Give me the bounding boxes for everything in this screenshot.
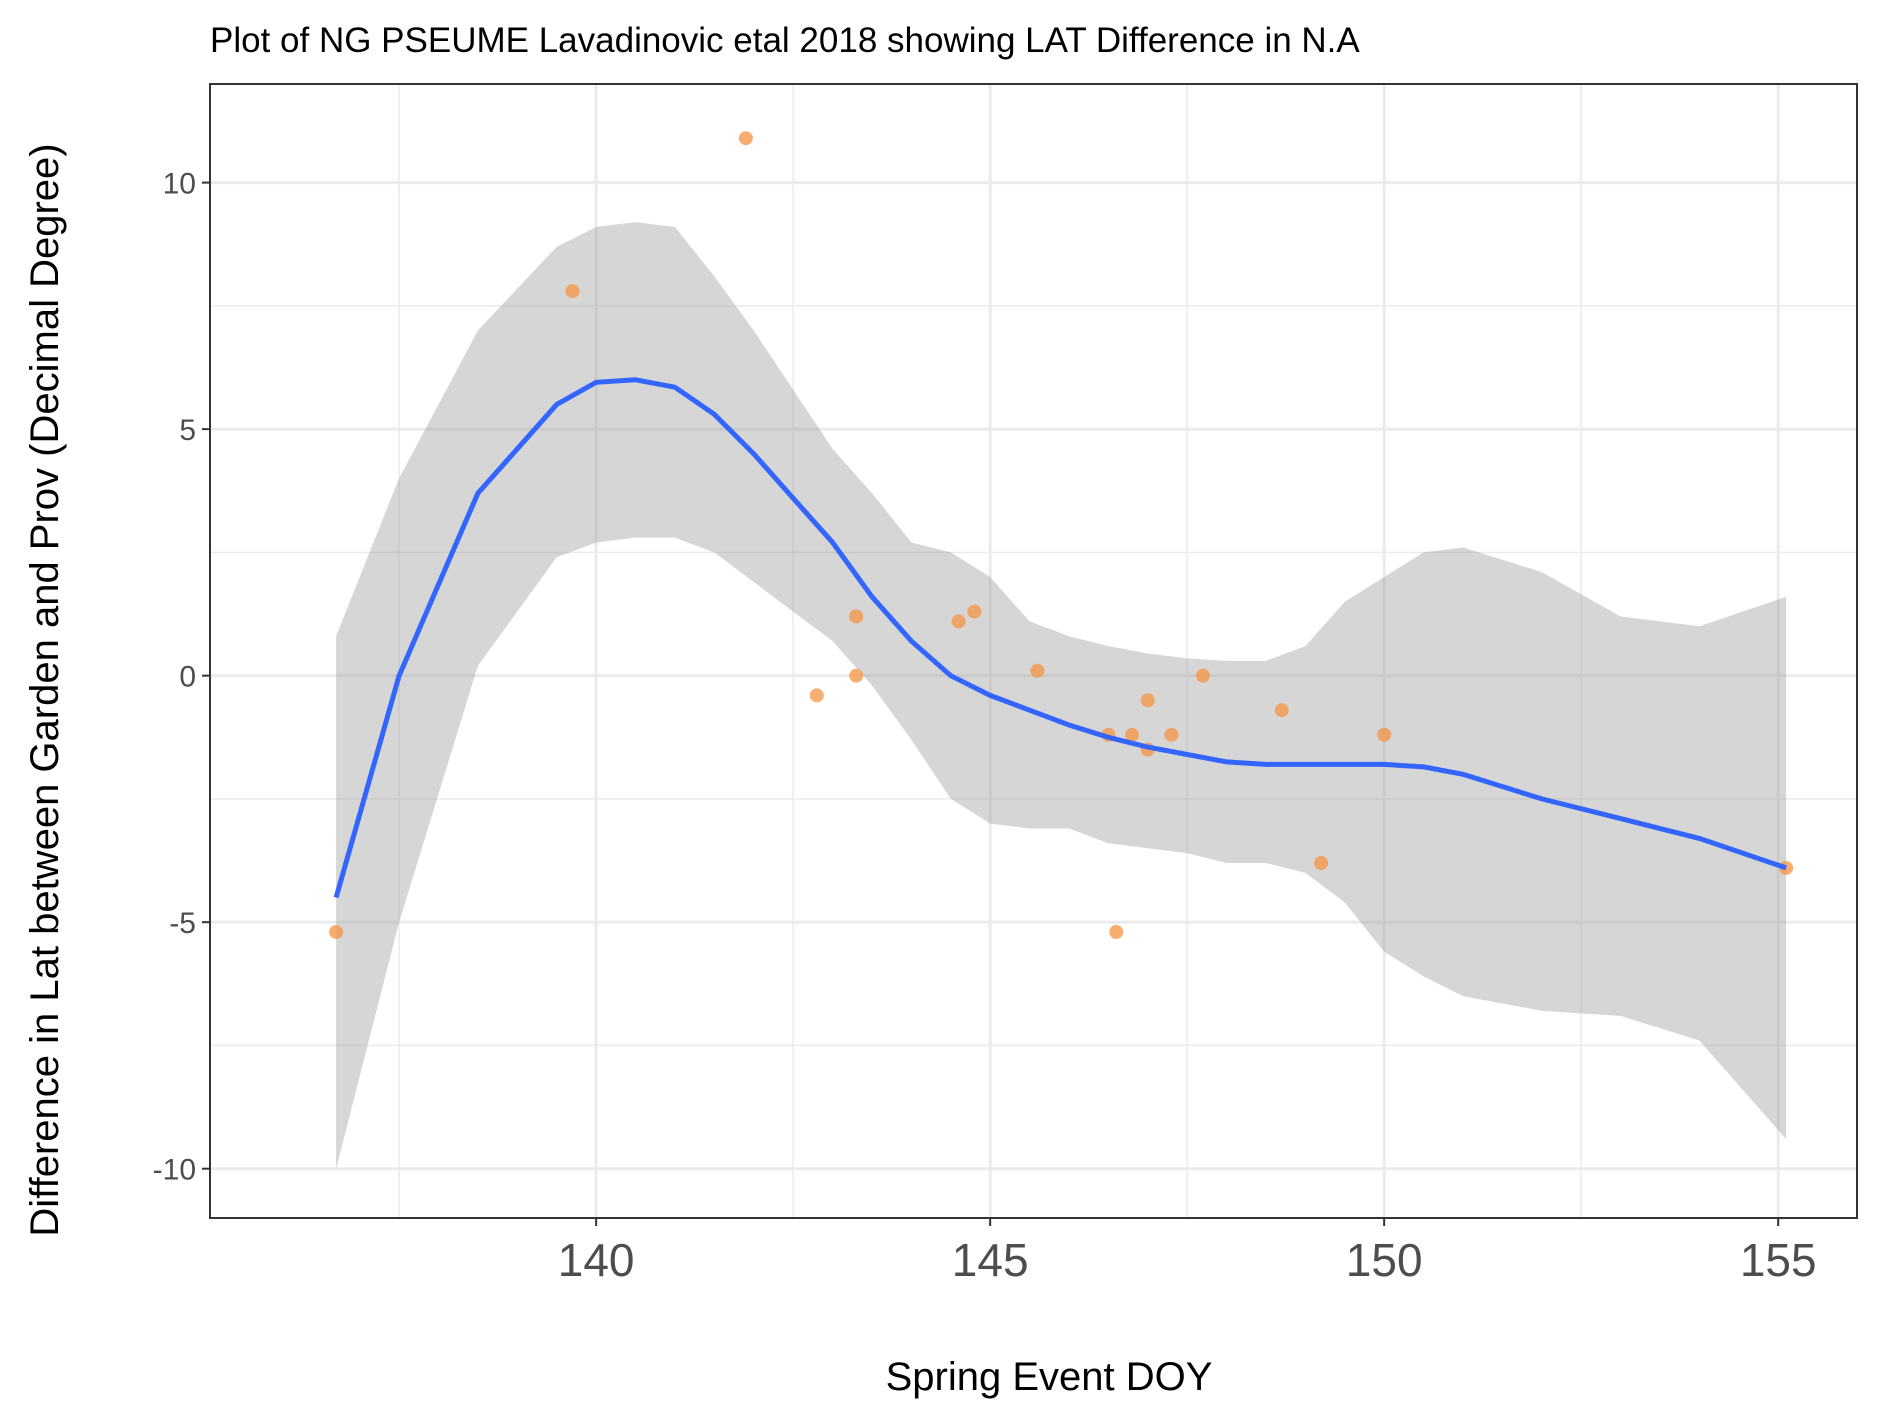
data-point xyxy=(565,284,580,299)
y-tick-label: 0 xyxy=(179,661,196,694)
y-tick-label: 5 xyxy=(179,414,196,447)
x-tick-label: 145 xyxy=(952,1234,1029,1286)
x-tick-label: 150 xyxy=(1346,1234,1423,1286)
data-point xyxy=(1140,693,1155,708)
data-point xyxy=(1030,663,1045,678)
smooth-line xyxy=(333,377,1787,899)
data-point xyxy=(849,668,864,683)
chart-title: Plot of NG PSEUME Lavadinovic etal 2018 … xyxy=(210,21,1360,60)
data-point xyxy=(967,604,982,619)
data-point xyxy=(1274,703,1289,718)
data-point xyxy=(951,614,966,629)
data-point xyxy=(809,688,824,703)
y-tick-label: 10 xyxy=(163,168,196,201)
data-point xyxy=(1109,925,1124,940)
data-point xyxy=(1377,727,1392,742)
y-tick-label: -5 xyxy=(169,907,196,940)
y-axis-title: Difference in Lat between Garden and Pro… xyxy=(23,143,67,1236)
y-axis-ticks: -10 -5 0 5 10 xyxy=(153,168,210,1187)
data-points xyxy=(329,131,1794,940)
y-tick-label: -10 xyxy=(153,1154,196,1187)
data-point xyxy=(738,131,753,146)
data-point xyxy=(1314,856,1329,871)
data-point xyxy=(1164,727,1179,742)
panel-border xyxy=(209,83,1858,1219)
data-point xyxy=(1125,727,1140,742)
confidence-ribbon xyxy=(336,222,1787,1169)
x-tick-label: 140 xyxy=(558,1234,635,1286)
grid-minor xyxy=(210,84,1857,1218)
x-tick-label: 155 xyxy=(1740,1234,1817,1286)
data-point xyxy=(329,925,344,940)
x-axis-title: Spring Event DOY xyxy=(886,1355,1213,1399)
data-point xyxy=(849,609,864,624)
data-point xyxy=(1195,668,1210,683)
x-axis-ticks: 140 145 150 155 xyxy=(558,1218,1817,1286)
